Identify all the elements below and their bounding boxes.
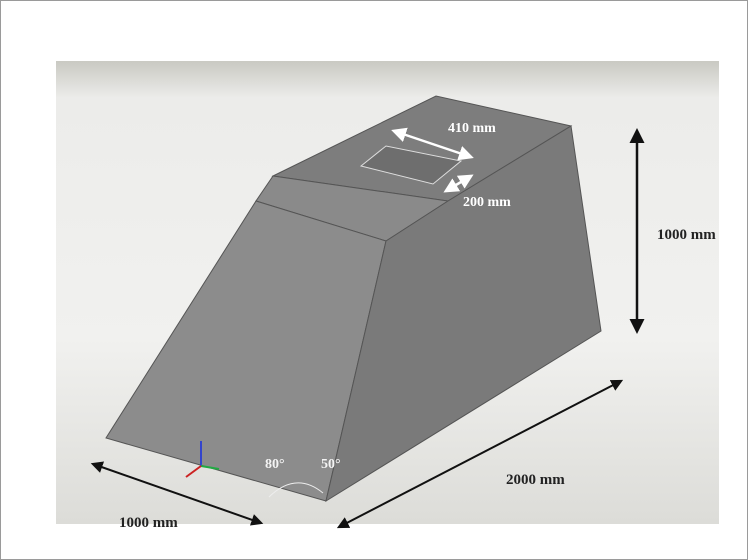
label-angle-right: 50° [321,457,341,472]
label-top-length: 410 mm [448,121,496,136]
diagram: 410 mm 200 mm 1000 mm 2000 mm 1000 mm 80… [1,1,747,559]
label-angle-left: 80° [265,457,285,472]
label-top-width: 200 mm [463,195,511,210]
label-depth: 2000 mm [506,472,565,488]
figure-frame: 410 mm 200 mm 1000 mm 2000 mm 1000 mm 80… [0,0,748,560]
label-height: 1000 mm [657,227,716,243]
label-width: 1000 mm [119,515,178,531]
